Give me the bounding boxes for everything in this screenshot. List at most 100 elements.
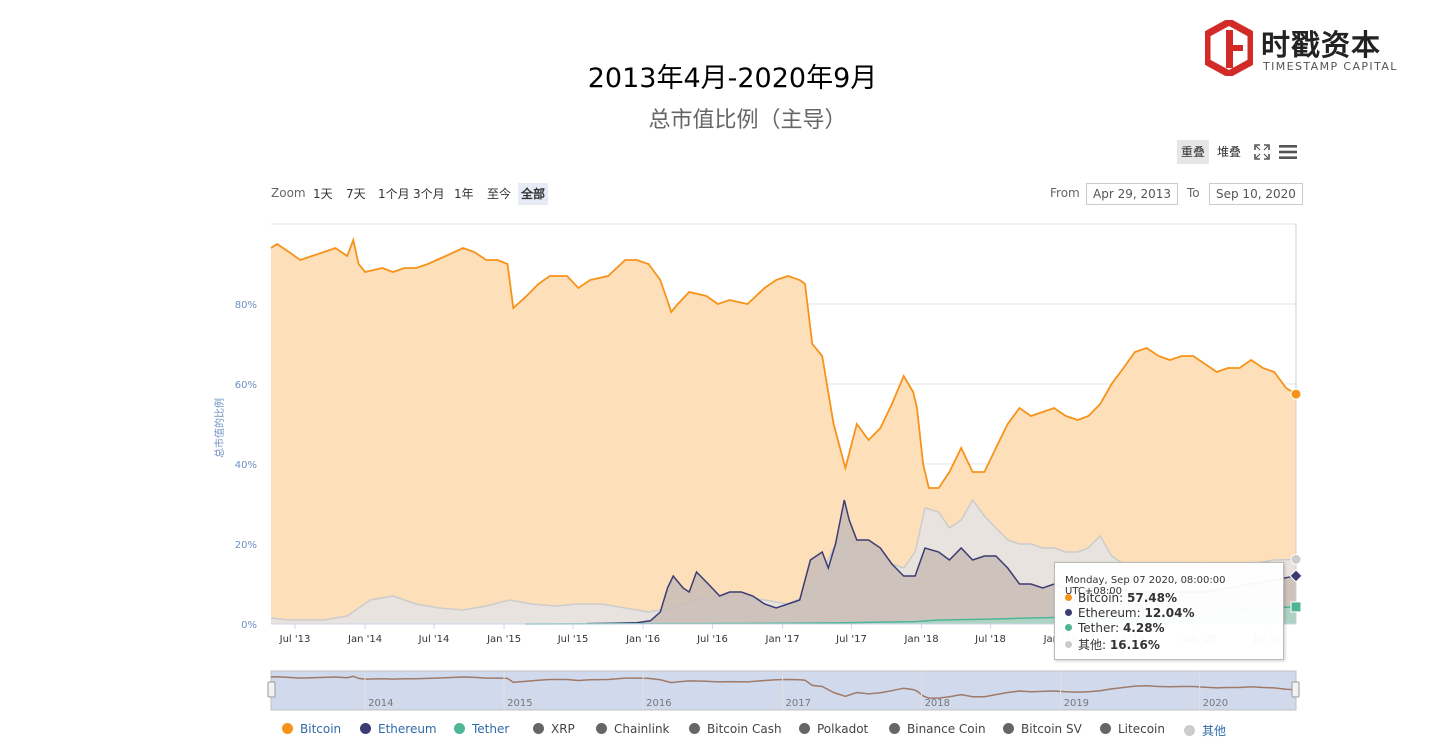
end-marker-ethereum (1289, 569, 1303, 583)
y-tick-label-80: 80% (235, 300, 257, 311)
x-tick-label-1: Jan '14 (347, 634, 382, 645)
x-tick-label-6: Jul '16 (696, 634, 728, 645)
zoom-1m-button[interactable]: 1个月 (378, 187, 410, 201)
legend-label-chainlink: Chainlink (614, 722, 670, 736)
legend-item-chainlink[interactable]: Chainlink (596, 722, 670, 736)
logo-mark-icon (1205, 20, 1253, 76)
navigator-label-6: 2020 (1203, 698, 1228, 709)
logo-text-cn: 时戳资本 (1261, 28, 1382, 62)
legend-item-others[interactable]: 其他 (1184, 722, 1226, 739)
navigator-handle-left (267, 681, 276, 698)
range-from-label: From (1050, 186, 1080, 200)
legend-item-xrp[interactable]: XRP (533, 722, 575, 736)
end-marker-others (1290, 553, 1302, 565)
y-tick-label-60: 60% (235, 380, 257, 391)
navigator-label-0: 2014 (368, 698, 393, 709)
legend-label-ethereum: Ethereum (378, 722, 437, 736)
brand-logo: 时戳资本 TIMESTAMP CAPITAL (1205, 20, 1405, 80)
legend-item-tether[interactable]: Tether (454, 722, 509, 736)
range-to-input[interactable]: Sep 10, 2020 (1209, 183, 1303, 205)
tooltip-value-bitcoin: 57.48% (1127, 591, 1177, 605)
legend-label-tether: Tether (472, 722, 510, 736)
tooltip-dot-bitcoin (1065, 594, 1072, 601)
line-bitcoin (270, 236, 1297, 489)
legend-item-bitcoin-sv[interactable]: Bitcoin SV (1003, 722, 1082, 736)
legend-label-xrp: XRP (551, 722, 575, 736)
tooltip-dot-others (1065, 641, 1072, 648)
y-axis-label: 总市值的比例 (213, 398, 226, 458)
legend-dot-xrp (533, 723, 544, 734)
end-marker-bitcoin (1290, 388, 1302, 400)
end-marker-tether (1290, 601, 1302, 613)
legend-label-others: 其他 (1202, 724, 1227, 738)
navigator-handle-right (1291, 681, 1300, 698)
tooltip-name-bitcoin: Bitcoin (1078, 591, 1120, 605)
legend-item-bitcoin-cash[interactable]: Bitcoin Cash (689, 722, 782, 736)
stacked-toggle[interactable]: 堆叠 (1217, 145, 1242, 159)
legend-item-binance-coin[interactable]: Binance Coin (889, 722, 986, 736)
tooltip-row-ethereum: Ethereum: 12.04% (1065, 606, 1194, 620)
y-tick-label-20: 20% (235, 540, 257, 551)
x-tick-label-3: Jan '15 (486, 634, 521, 645)
tooltip-name-others: 其他 (1078, 638, 1103, 652)
x-tick-label-10: Jul '18 (974, 634, 1006, 645)
tooltip-value-tether: 4.28% (1122, 621, 1165, 635)
legend-label-bitcoin: Bitcoin (300, 722, 342, 736)
legend-item-ethereum[interactable]: Ethereum (360, 722, 437, 736)
chart-legend: Bitcoin Ethereum Tether XRP Chainlink Bi… (282, 722, 1282, 742)
legend-label-binance-coin: Binance Coin (907, 722, 986, 736)
tooltip-dot-tether (1065, 624, 1072, 631)
navigator-label-5: 2019 (1064, 698, 1089, 709)
zoom-label: Zoom (271, 186, 306, 200)
zoom-7d-button[interactable]: 7天 (346, 187, 366, 201)
navigator-label-2: 2016 (646, 698, 671, 709)
tooltip-dot-ethereum (1065, 609, 1072, 616)
tooltip-row-others: 其他: 16.16% (1065, 636, 1160, 653)
x-tick-label-2: Jul '14 (418, 634, 450, 645)
logo-text-en: TIMESTAMP CAPITAL (1263, 60, 1398, 73)
x-tick-label-5: Jan '16 (625, 634, 660, 645)
legend-dot-binance-coin (889, 723, 900, 734)
fullscreen-icon[interactable] (1250, 140, 1274, 164)
menu-icon[interactable] (1276, 140, 1300, 164)
x-tick-label-4: Jul '15 (557, 634, 589, 645)
legend-item-litecoin[interactable]: Litecoin (1100, 722, 1165, 736)
legend-dot-bitcoin-sv (1003, 723, 1014, 734)
y-tick-label-40: 40% (235, 460, 257, 471)
legend-label-bitcoin-sv: Bitcoin SV (1021, 722, 1082, 736)
tooltip-row-bitcoin: Bitcoin: 57.48% (1065, 591, 1177, 605)
tooltip-value-others: 16.16% (1109, 638, 1160, 652)
range-from-input[interactable]: Apr 29, 2013 (1086, 183, 1179, 205)
zoom-1y-button[interactable]: 1年 (454, 187, 474, 201)
x-tick-label-9: Jan '18 (904, 634, 939, 645)
x-tick-label-7: Jan '17 (765, 634, 800, 645)
legend-dot-bitcoin-cash (689, 723, 700, 734)
zoom-all-button[interactable]: 全部 (518, 183, 549, 205)
chart-tooltip: Monday, Sep 07 2020, 08:00:00 UTC+08:00 … (1054, 562, 1284, 660)
legend-item-bitcoin[interactable]: Bitcoin (282, 722, 341, 736)
overlap-toggle[interactable]: 重叠 (1177, 140, 1210, 164)
navigator-label-4: 2018 (925, 698, 950, 709)
legend-item-polkadot[interactable]: Polkadot (799, 722, 868, 736)
tooltip-row-tether: Tether: 4.28% (1065, 621, 1165, 635)
zoom-ytd-button[interactable]: 至今 (487, 187, 512, 201)
navigator-label-1: 2015 (507, 698, 532, 709)
legend-dot-bitcoin (282, 723, 293, 734)
legend-label-litecoin: Litecoin (1118, 722, 1165, 736)
tooltip-name-ethereum: Ethereum (1078, 606, 1137, 620)
area-bitcoin (271, 240, 1296, 624)
legend-label-polkadot: Polkadot (817, 722, 869, 736)
tooltip-value-ethereum: 12.04% (1144, 606, 1195, 620)
x-tick-label-0: Jul '13 (279, 634, 311, 645)
zoom-3m-button[interactable]: 3个月 (413, 187, 445, 201)
chart-title: 2013年4月-2020年9月 (587, 63, 878, 94)
tooltip-name-tether: Tether (1078, 621, 1116, 635)
legend-dot-others (1184, 725, 1195, 736)
legend-dot-litecoin (1100, 723, 1111, 734)
y-tick-label-0: 0% (241, 620, 257, 631)
range-to-label: To (1187, 186, 1200, 200)
x-tick-label-8: Jul '17 (835, 634, 867, 645)
zoom-1d-button[interactable]: 1天 (313, 187, 333, 201)
chart-subtitle: 总市值比例（主导） (648, 108, 847, 133)
